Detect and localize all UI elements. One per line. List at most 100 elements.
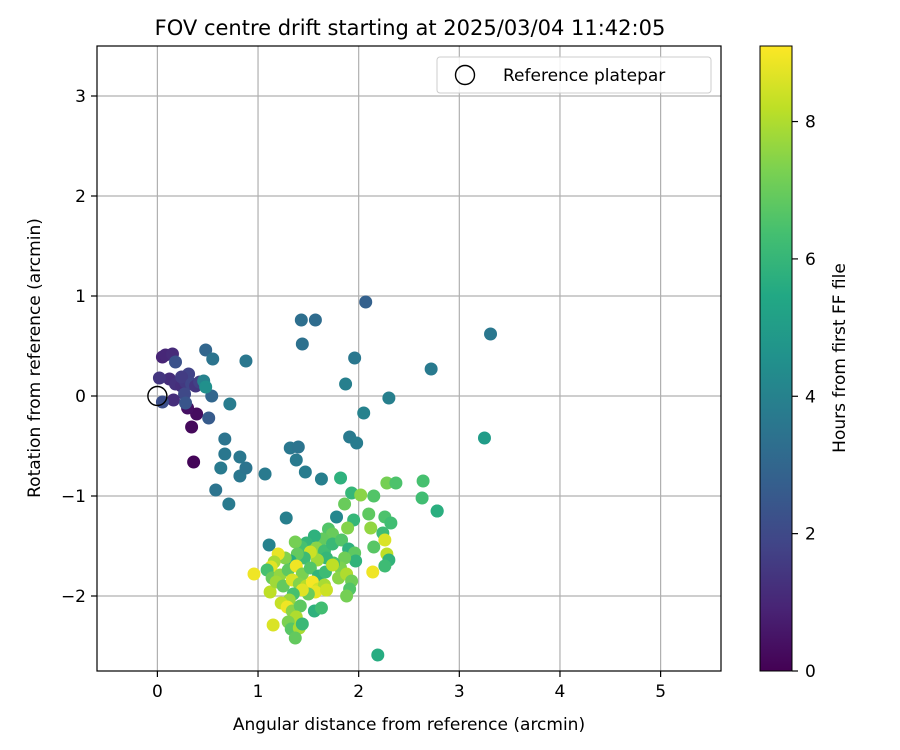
- data-point: [218, 447, 232, 461]
- data-point: [341, 521, 355, 535]
- scatter-points: [152, 295, 498, 662]
- data-point: [380, 476, 394, 490]
- data-point: [364, 521, 378, 535]
- x-axis-label: Angular distance from reference (arcmin): [233, 715, 585, 735]
- chart-title: FOV centre drift starting at 2025/03/04 …: [155, 16, 666, 40]
- data-point: [288, 535, 302, 549]
- data-point: [366, 565, 380, 579]
- data-point: [199, 343, 213, 357]
- y-axis-label: Rotation from reference (arcmin): [25, 218, 45, 498]
- data-point: [295, 617, 309, 631]
- x-tick-label: 4: [555, 682, 566, 702]
- data-point: [389, 476, 403, 490]
- colorbar-tick-label: 2: [805, 525, 816, 545]
- data-point: [335, 533, 349, 547]
- y-tick-label: 0: [75, 387, 86, 407]
- colorbar-tick-label: 0: [805, 662, 816, 682]
- data-point: [334, 471, 348, 485]
- data-point: [185, 420, 199, 434]
- data-point: [279, 511, 293, 525]
- data-point: [266, 618, 280, 632]
- colorbar-gradient: [759, 45, 793, 672]
- colorbar-tick-label: 8: [805, 113, 816, 133]
- data-point: [206, 352, 220, 366]
- colorbar: 0 2 4 6 8 Hours from first FF file: [759, 45, 850, 682]
- data-point: [350, 436, 364, 450]
- data-point: [263, 585, 277, 599]
- data-point: [378, 533, 392, 547]
- data-point: [166, 393, 180, 407]
- data-point: [367, 489, 381, 503]
- data-point: [294, 313, 308, 327]
- data-point: [288, 631, 302, 645]
- data-point: [339, 377, 353, 391]
- data-point: [359, 295, 373, 309]
- x-tick-label: 0: [152, 682, 163, 702]
- data-point: [424, 362, 438, 376]
- legend-reference-marker: [454, 64, 476, 86]
- data-point: [289, 453, 303, 467]
- reference-marker-layer: [147, 385, 168, 407]
- data-point: [308, 313, 322, 327]
- colorbar-label: Hours from first FF file: [830, 263, 850, 453]
- data-point: [247, 567, 261, 581]
- data-point: [239, 461, 253, 475]
- data-point: [187, 455, 201, 469]
- data-point: [415, 491, 429, 505]
- legend-label-reference: Reference platepar: [503, 66, 665, 86]
- data-point: [314, 601, 328, 615]
- data-point: [303, 561, 317, 575]
- data-point: [338, 497, 352, 511]
- plot-frame: [96, 45, 722, 672]
- data-point: [222, 497, 236, 511]
- data-point: [298, 465, 312, 479]
- data-point: [209, 483, 223, 497]
- x-tick-label: 1: [253, 682, 264, 702]
- data-point: [262, 538, 276, 552]
- x-tick-label: 5: [655, 682, 666, 702]
- data-point: [199, 380, 213, 394]
- y-tick-label: 3: [75, 87, 86, 107]
- data-point: [319, 583, 333, 597]
- colorbar-ticks: 0 2 4 6 8: [792, 113, 816, 682]
- data-point: [223, 397, 237, 411]
- legend-box: [436, 56, 712, 94]
- data-point: [348, 351, 362, 365]
- data-point: [239, 354, 253, 368]
- data-point: [326, 558, 340, 572]
- data-point: [382, 391, 396, 405]
- data-point: [362, 507, 376, 521]
- data-point: [293, 599, 307, 613]
- data-point: [330, 510, 344, 524]
- y-tick-label: −2: [61, 587, 86, 607]
- y-tick-label: −1: [61, 487, 86, 507]
- data-point: [367, 540, 381, 554]
- data-point: [484, 327, 498, 341]
- y-tick-label: 2: [75, 187, 86, 207]
- colorbar-tick-label: 6: [805, 250, 816, 270]
- data-point: [477, 431, 491, 445]
- data-point: [291, 440, 305, 454]
- plot-area: 0 1 2 3 4 5 −2 −1 0 1 2 3: [61, 45, 722, 702]
- x-axis-ticks: 0 1 2 3 4 5: [152, 671, 666, 702]
- data-point: [179, 396, 193, 410]
- data-point: [218, 432, 232, 446]
- data-point: [357, 406, 371, 420]
- x-tick-label: 2: [353, 682, 364, 702]
- reference-platepar-marker: [147, 385, 168, 407]
- data-point: [378, 559, 392, 573]
- y-tick-label: 1: [75, 287, 86, 307]
- data-point: [202, 411, 216, 425]
- data-point: [354, 488, 368, 502]
- data-point: [349, 554, 363, 568]
- data-point: [233, 450, 247, 464]
- colorbar-tick-label: 4: [805, 387, 816, 407]
- data-point: [314, 472, 328, 486]
- data-point: [384, 516, 398, 530]
- data-point: [169, 355, 183, 369]
- data-point: [416, 474, 430, 488]
- legend: Reference platepar: [436, 56, 712, 94]
- plot-background: [97, 46, 721, 671]
- data-point: [175, 370, 189, 384]
